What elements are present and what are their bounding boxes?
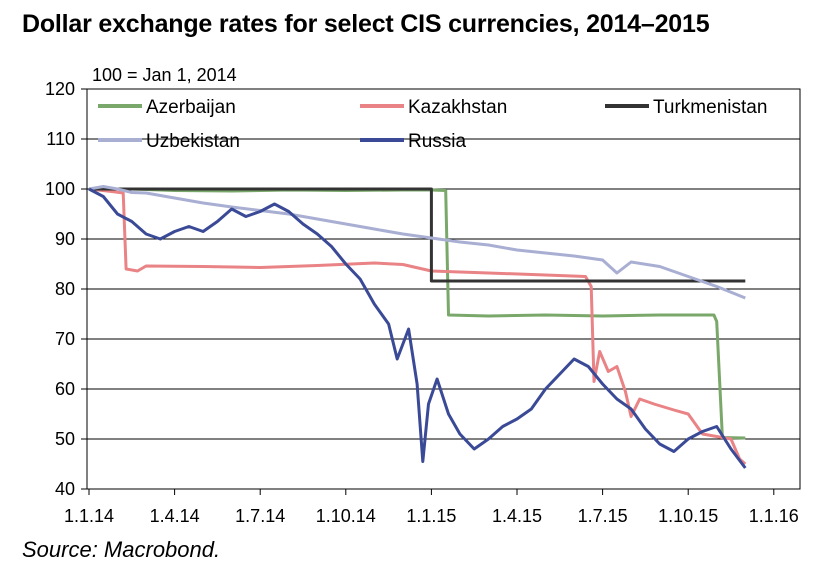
index-note: 100 = Jan 1, 2014 <box>92 65 237 85</box>
series-line-azerbaijan <box>89 187 746 440</box>
x-tick-label: 1.4.15 <box>492 506 542 526</box>
y-tick-label: 60 <box>55 379 75 399</box>
x-tick-label: 1.4.14 <box>150 506 200 526</box>
y-axis-ticks: 40 50 60 70 80 90 100 110 120 <box>45 79 87 499</box>
chart-title: Dollar exchange rates for select CIS cur… <box>22 10 710 38</box>
series-line-turkmenistan <box>89 187 746 283</box>
legend-label-uzbekistan: Uzbekistan <box>146 131 240 152</box>
x-tick-label: 1.7.15 <box>578 506 628 526</box>
legend-label-russia: Russia <box>408 131 467 152</box>
y-tick-label: 120 <box>45 79 75 99</box>
legend-label-turkmenistan: Turkmenistan <box>653 97 767 118</box>
y-tick-label: 110 <box>46 129 75 149</box>
x-tick-label: 1.10.15 <box>658 506 718 526</box>
series-lines <box>88 185 747 469</box>
x-tick-label: 1.10.14 <box>316 506 376 526</box>
y-tick-label: 100 <box>45 179 75 199</box>
legend: Azerbaijan Kazakhstan Turkmenistan Uzbekist… <box>98 97 767 152</box>
y-tick-label: 90 <box>55 229 75 249</box>
x-tick-label: 1.1.15 <box>406 506 456 526</box>
y-tick-label: 40 <box>55 479 75 499</box>
legend-label-kazakhstan: Kazakhstan <box>408 97 507 118</box>
legend-label-azerbaijan: Azerbaijan <box>146 97 236 118</box>
series-line-uzbekistan <box>88 185 746 300</box>
source-note: Source: Macrobond. <box>22 537 221 562</box>
x-tick-label: 1.1.16 <box>749 506 799 526</box>
y-tick-label: 80 <box>55 279 75 299</box>
y-tick-label: 50 <box>55 429 75 449</box>
x-tick-label: 1.1.14 <box>64 506 114 526</box>
series-line-russia <box>88 187 747 469</box>
x-tick-label: 1.7.14 <box>235 506 285 526</box>
x-axis-ticks: 1.1.14 1.4.14 1.7.14 1.10.14 1.1.15 1.4.15 1.7… <box>64 489 799 526</box>
series-line-kazakhstan <box>88 187 747 466</box>
y-tick-label: 70 <box>55 329 75 349</box>
